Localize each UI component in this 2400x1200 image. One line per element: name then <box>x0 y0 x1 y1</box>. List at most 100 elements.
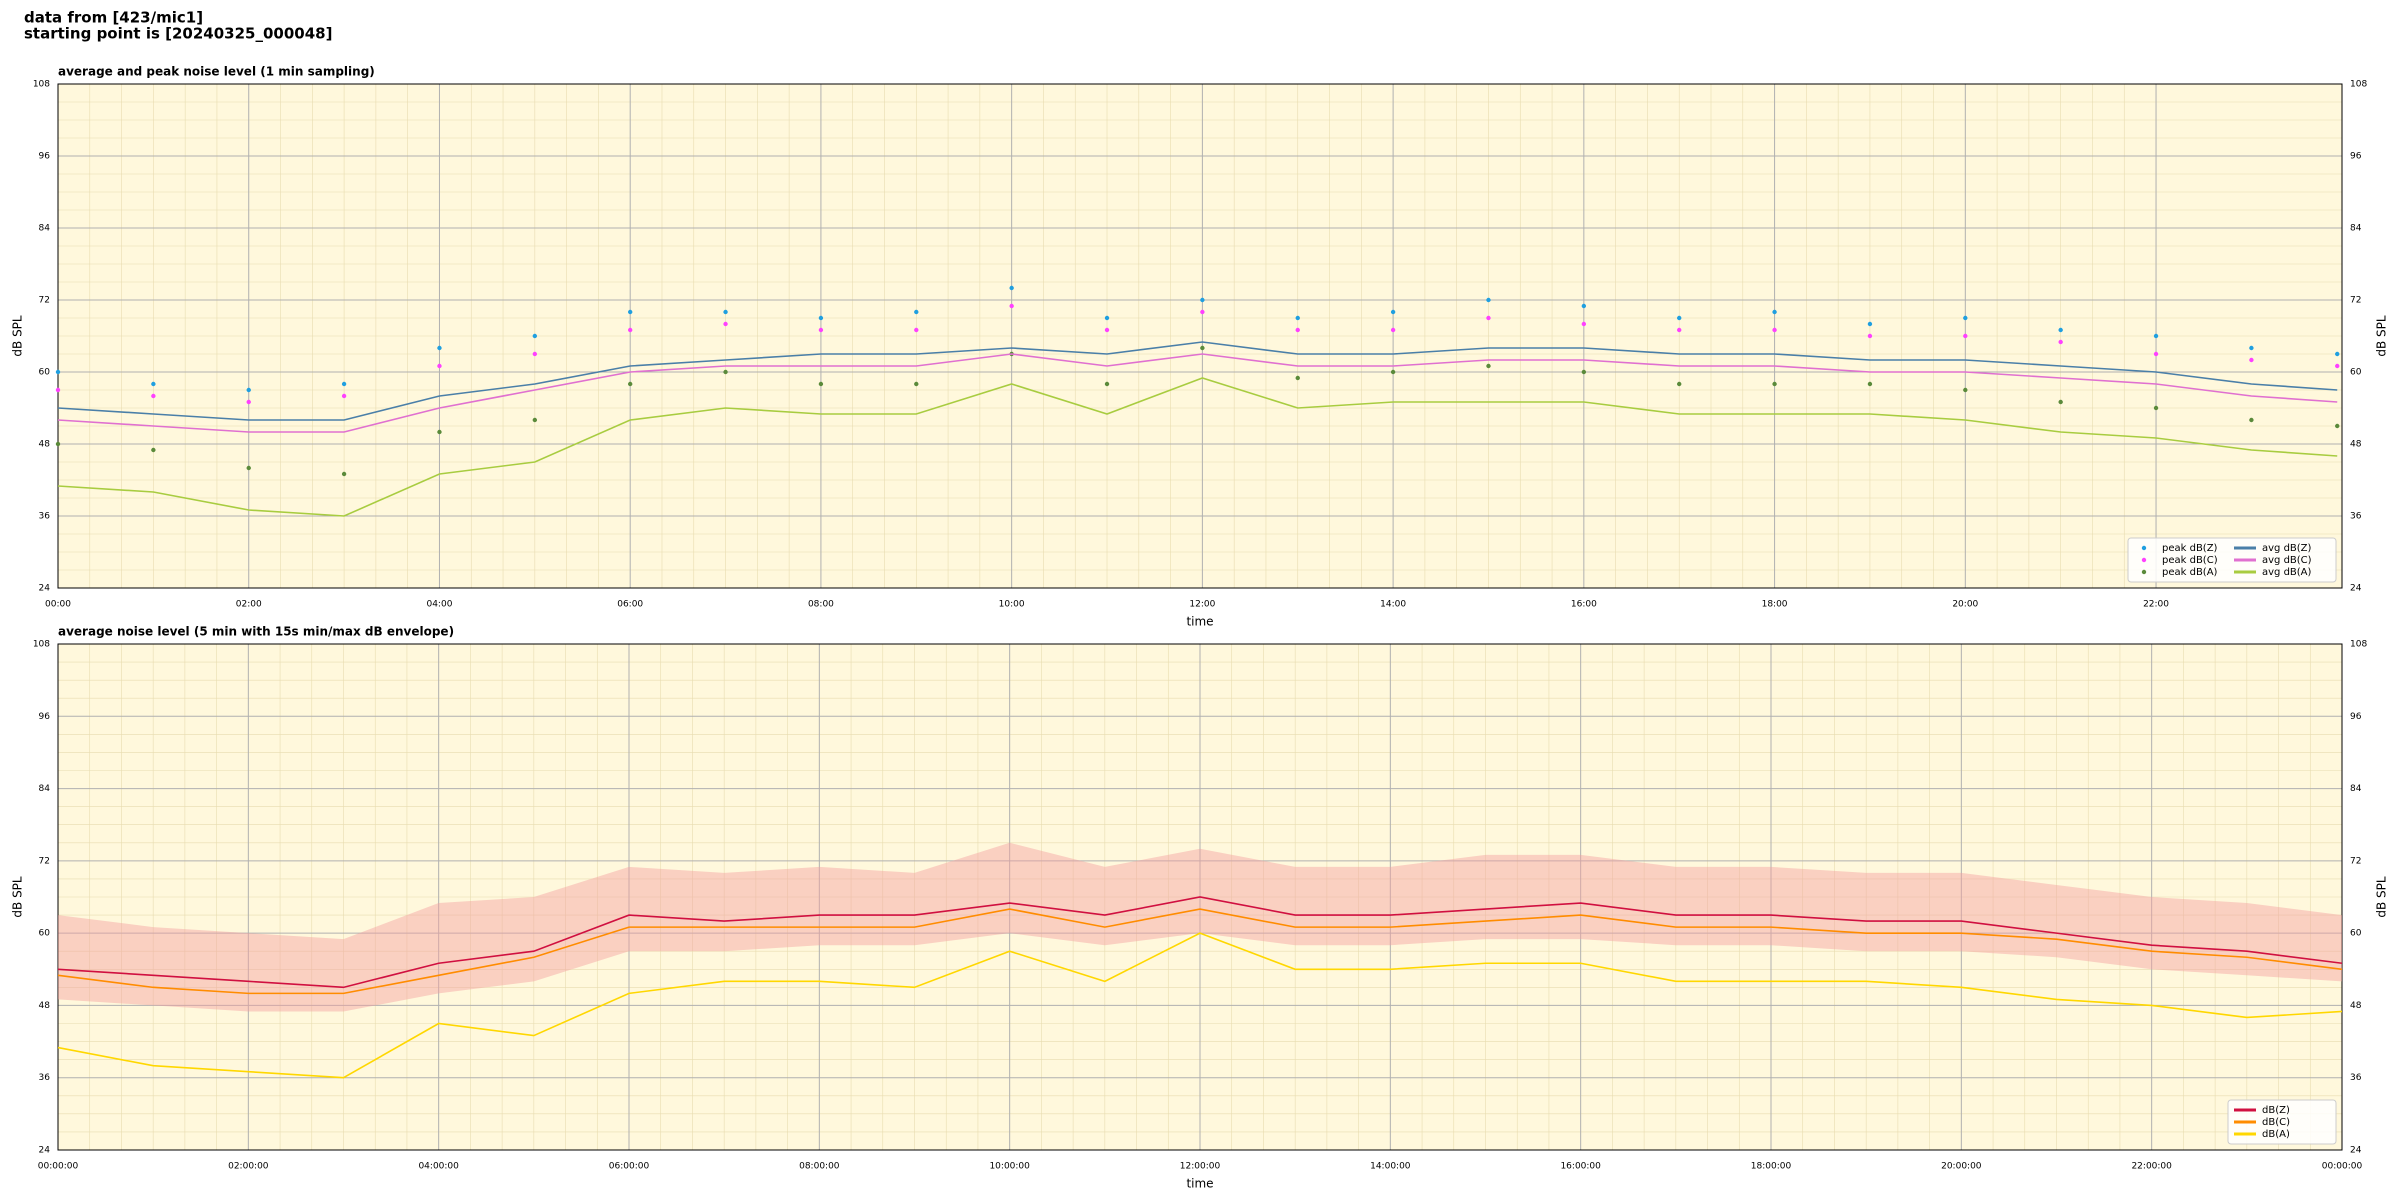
peak-point <box>1104 327 1110 333</box>
peak-point <box>2153 351 2159 357</box>
chart-title: average noise level (5 min with 15s min/… <box>58 625 454 639</box>
peak-point <box>1486 315 1491 321</box>
peak-point <box>2335 351 2340 357</box>
peak-point <box>1390 309 1396 315</box>
peak-point <box>914 309 919 315</box>
peak-point <box>2335 363 2340 369</box>
peak-point <box>627 327 633 333</box>
peak-point <box>914 381 919 387</box>
legend-swatch <box>2141 545 2147 551</box>
peak-point <box>1963 387 1968 393</box>
y-tick-label: 24 <box>39 1146 51 1156</box>
legend-label: avg dB(A) <box>2262 567 2312 578</box>
legend-label: peak dB(C) <box>2162 555 2218 566</box>
y-tick-label: 108 <box>33 80 50 90</box>
y-tick-label-right: 48 <box>2350 440 2362 450</box>
y-axis-label-right: dB SPL <box>2375 315 2389 357</box>
peak-point <box>1486 297 1491 303</box>
peak-point <box>246 465 251 471</box>
legend-label: peak dB(Z) <box>2162 543 2218 554</box>
legend-label: dB(Z) <box>2262 1105 2290 1116</box>
peak-point <box>1963 333 1968 339</box>
legend-label: avg dB(Z) <box>2262 543 2312 554</box>
x-tick-label: 12:00:00 <box>1180 1162 1221 1172</box>
peak-point <box>2249 345 2254 351</box>
peak-point <box>55 369 61 375</box>
series-line <box>57 896 2343 989</box>
peak-point <box>2335 423 2340 429</box>
peak-point <box>532 333 538 339</box>
peak-point <box>1581 369 1587 375</box>
peak-point <box>1009 285 1014 291</box>
x-tick-label: 04:00 <box>426 600 452 610</box>
peak-point <box>1772 327 1777 333</box>
legend-swatch <box>2141 557 2147 563</box>
x-tick-label: 20:00:00 <box>1941 1162 1982 1172</box>
legend-label: dB(A) <box>2262 1129 2290 1140</box>
x-tick-label: 14:00 <box>1380 600 1406 610</box>
peak-point <box>1390 327 1396 333</box>
peak-point <box>1200 297 1205 303</box>
peak-point <box>2058 327 2063 333</box>
series-line <box>57 908 2343 995</box>
y-tick-label-right: 36 <box>2350 512 2362 522</box>
x-tick-label: 10:00 <box>999 600 1025 610</box>
y-tick-label: 72 <box>39 856 50 866</box>
x-tick-label: 12:00 <box>1189 600 1215 610</box>
peak-point <box>1677 315 1682 321</box>
x-tick-label: 06:00:00 <box>609 1162 650 1172</box>
y-tick-label: 48 <box>39 1001 51 1011</box>
peak-point <box>1963 315 1968 321</box>
y-tick-label: 108 <box>33 640 50 650</box>
y-tick-label-right: 48 <box>2350 1001 2362 1011</box>
peak-point <box>723 309 728 315</box>
y-tick-label: 72 <box>39 296 50 306</box>
x-tick-label: 22:00 <box>2143 600 2169 610</box>
peak-point <box>818 381 824 387</box>
peak-point <box>2058 339 2063 345</box>
envelope-band <box>58 842 2342 1012</box>
x-tick-label: 16:00 <box>1571 600 1597 610</box>
x-tick-label: 02:00:00 <box>228 1162 269 1172</box>
peak-point <box>1104 381 1110 387</box>
x-tick-label: 18:00 <box>1762 600 1788 610</box>
x-tick-label: 04:00:00 <box>418 1162 459 1172</box>
peak-point <box>818 315 824 321</box>
peak-point <box>341 471 347 477</box>
legend-label: dB(C) <box>2262 1117 2290 1128</box>
peak-point <box>723 369 728 375</box>
peak-point <box>1200 309 1205 315</box>
y-tick-label-right: 84 <box>2350 784 2362 794</box>
peak-point <box>1867 333 1873 339</box>
y-tick-label-right: 108 <box>2350 640 2367 650</box>
peak-point <box>1581 303 1587 309</box>
peak-point <box>437 345 442 351</box>
legend-label: avg dB(C) <box>2262 555 2312 566</box>
peak-point <box>1009 303 1014 309</box>
peak-point <box>2249 417 2254 423</box>
peak-point <box>1677 327 1682 333</box>
series-line <box>57 353 2338 433</box>
peak-point <box>55 387 61 393</box>
x-tick-label: 00:00:00 <box>2322 1162 2363 1172</box>
peak-point <box>151 393 156 399</box>
peak-point <box>1390 369 1396 375</box>
legend-swatch <box>2141 569 2147 575</box>
peak-point <box>1295 315 1300 321</box>
chart-title: average and peak noise level (1 min samp… <box>58 65 375 79</box>
peak-point <box>1104 315 1110 321</box>
x-tick-label: 16:00:00 <box>1560 1162 1601 1172</box>
x-tick-label: 18:00:00 <box>1751 1162 1792 1172</box>
y-tick-label-right: 72 <box>2350 296 2361 306</box>
peak-point <box>1772 381 1777 387</box>
x-tick-label: 10:00:00 <box>989 1162 1030 1172</box>
peak-point <box>246 399 251 405</box>
series-line <box>57 932 2343 1079</box>
x-axis-label: time <box>1186 615 1213 629</box>
peak-point <box>341 381 347 387</box>
peak-point <box>1867 381 1873 387</box>
x-tick-label: 00:00 <box>45 600 71 610</box>
x-tick-label: 14:00:00 <box>1370 1162 1411 1172</box>
y-tick-label-right: 36 <box>2350 1073 2362 1083</box>
